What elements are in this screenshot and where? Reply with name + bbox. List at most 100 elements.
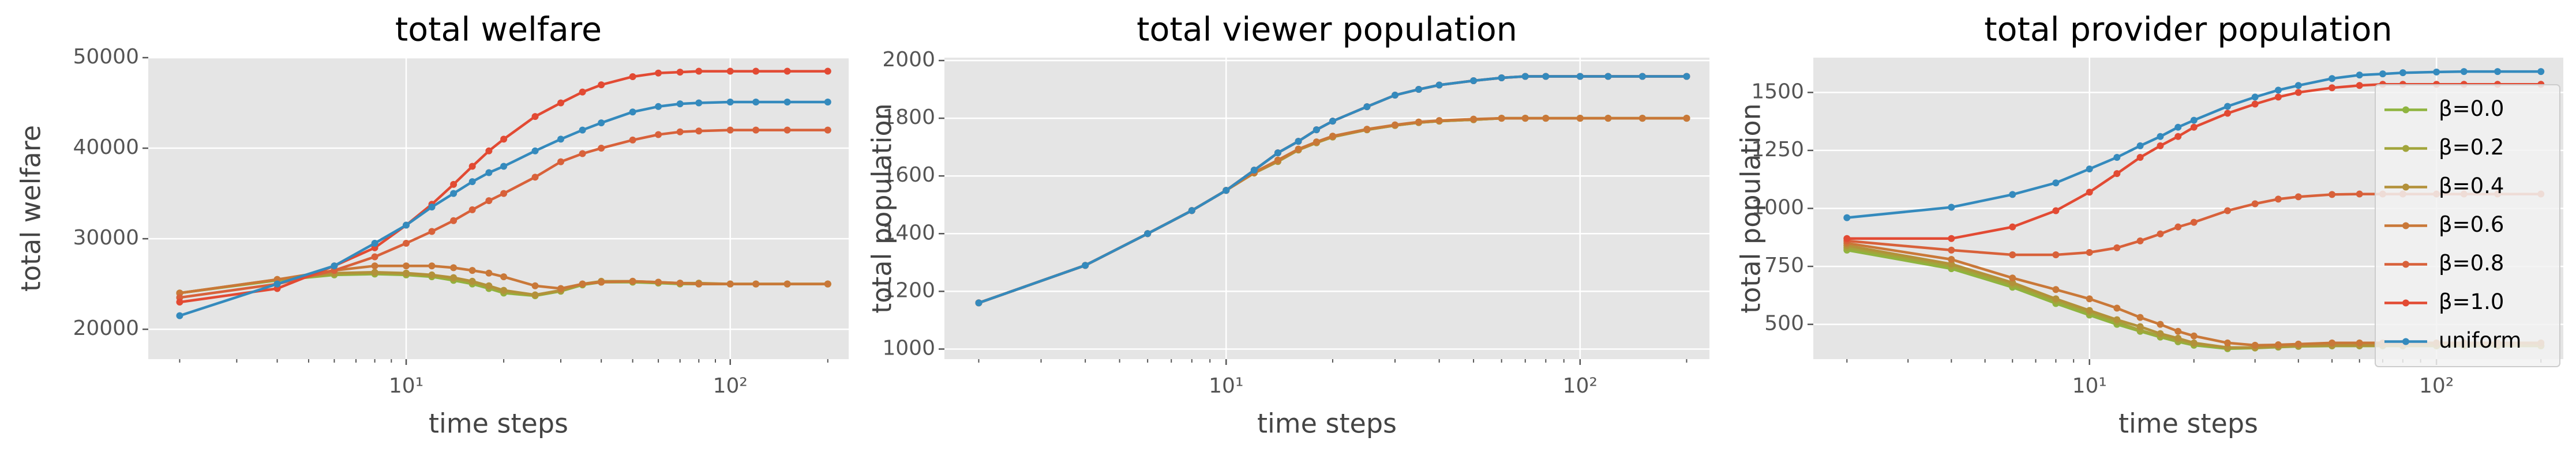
point [676, 128, 684, 135]
legend-label: β=0.8 [2439, 251, 2504, 276]
series-line [179, 70, 828, 304]
point [468, 163, 476, 170]
point [579, 126, 586, 134]
point [500, 273, 508, 281]
y-tick-label: 30000 [73, 226, 139, 250]
point [371, 269, 378, 276]
legend-label: β=0.0 [2439, 96, 2504, 121]
point [726, 126, 734, 134]
point [752, 126, 760, 134]
y-axis-label: total welfare [16, 125, 47, 292]
point [2460, 68, 2468, 76]
point [629, 73, 636, 80]
point [2157, 142, 2164, 149]
point [2190, 218, 2198, 226]
point [2356, 82, 2363, 89]
point [2251, 341, 2259, 349]
y-tick-label: 1000 [882, 336, 935, 360]
point [531, 113, 539, 120]
point [2009, 274, 2016, 282]
legend-label: β=0.4 [2439, 174, 2504, 198]
point [726, 98, 734, 105]
point [1313, 126, 1320, 134]
point [1435, 117, 1443, 125]
point [1638, 115, 1646, 122]
y-tick-label: 1600 [882, 163, 935, 187]
y-axis-label: total population [1735, 103, 1767, 314]
point [2190, 332, 2198, 340]
point [824, 126, 831, 134]
point [1604, 115, 1612, 122]
point [676, 69, 684, 76]
point [1542, 73, 1550, 80]
point [2494, 68, 2502, 76]
point [1363, 126, 1371, 133]
point [655, 69, 662, 77]
subplot: 500 750 1000 1250 1500 10¹ 10² total provider p… [1735, 11, 2563, 439]
point [2113, 304, 2121, 312]
point [655, 103, 662, 110]
point [975, 299, 983, 307]
point [450, 217, 458, 224]
legend-label: β=0.2 [2439, 135, 2504, 160]
point [2136, 142, 2144, 149]
point [2224, 339, 2232, 346]
point [485, 282, 493, 289]
point [371, 239, 378, 247]
point [2294, 193, 2302, 201]
point [655, 131, 662, 138]
legend-marker [2402, 183, 2409, 191]
point [2294, 340, 2302, 348]
point [428, 203, 436, 211]
point [2009, 223, 2016, 231]
point [531, 282, 539, 289]
x-axis-label: time steps [2118, 408, 2258, 439]
point [598, 81, 605, 89]
point [2086, 189, 2093, 196]
point [1683, 73, 1690, 80]
point [485, 169, 493, 176]
point [500, 163, 508, 170]
point [2174, 133, 2182, 140]
point [783, 126, 791, 134]
point [695, 127, 703, 135]
plot-area [148, 58, 849, 359]
legend-marker [2402, 261, 2409, 268]
point [2052, 179, 2060, 187]
point [428, 271, 436, 278]
point [1948, 203, 1955, 211]
point [1415, 86, 1423, 93]
point [2294, 89, 2302, 96]
point [1948, 235, 1955, 242]
point [2174, 327, 2182, 335]
x-tick-label: 10¹ [1209, 374, 1243, 398]
point [468, 277, 476, 285]
point [1295, 138, 1302, 145]
point [783, 67, 791, 75]
point [485, 197, 493, 205]
point [2052, 295, 2060, 303]
point [2224, 207, 2232, 214]
point [726, 280, 734, 288]
point [1295, 145, 1302, 153]
point [2157, 321, 2164, 328]
point [500, 190, 508, 197]
point [1313, 138, 1320, 146]
point [468, 178, 476, 186]
point [2274, 86, 2282, 94]
point [2190, 116, 2198, 124]
point [2328, 339, 2336, 346]
point [371, 262, 378, 270]
y-tick-label: 1250 [1751, 138, 1804, 161]
legend-marker [2402, 222, 2409, 229]
point [783, 280, 791, 288]
point [2052, 251, 2060, 258]
point [629, 108, 636, 116]
chart-title: total provider population [1984, 11, 2392, 49]
point [2157, 133, 2164, 140]
series-line [978, 75, 1687, 304]
point [403, 239, 410, 247]
point [2190, 123, 2198, 131]
y-tick-label: 50000 [73, 45, 139, 69]
y-tick-label: 1400 [882, 221, 935, 244]
